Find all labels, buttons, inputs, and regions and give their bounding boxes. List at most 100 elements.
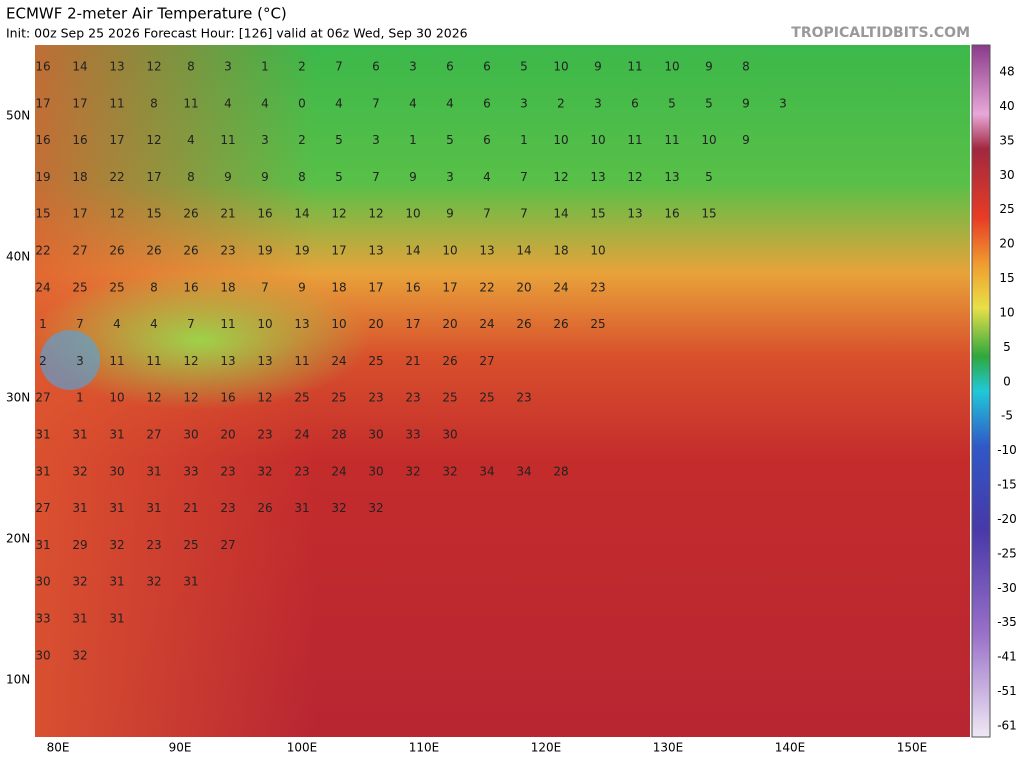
temperature-label: 1 — [261, 60, 269, 74]
temperature-label: 25 — [183, 538, 198, 552]
temperature-label: 18 — [331, 280, 346, 294]
temperature-label: 31 — [109, 575, 124, 589]
title: ECMWF 2-meter Air Temperature (°C) — [6, 5, 287, 23]
temperature-label: 16 — [220, 391, 235, 405]
temperature-label: 1 — [39, 317, 47, 331]
temperature-label: 3 — [446, 170, 454, 184]
lon-label: 150E — [897, 741, 928, 755]
temperature-label: 30 — [368, 464, 383, 478]
temperature-label: 32 — [368, 501, 383, 515]
temperature-label: 4 — [483, 170, 491, 184]
temperature-label: 24 — [331, 464, 346, 478]
temperature-label: 6 — [483, 60, 491, 74]
lon-label: 80E — [47, 741, 70, 755]
temperature-label: 26 — [257, 501, 272, 515]
temperature-label: 31 — [183, 575, 198, 589]
temperature-label: 19 — [35, 170, 50, 184]
temperature-label: 10 — [553, 60, 568, 74]
temperature-label: 1 — [409, 133, 417, 147]
temperature-label: 23 — [368, 391, 383, 405]
temperature-label: 14 — [516, 244, 531, 258]
temperature-label: 8 — [150, 96, 158, 110]
temperature-label: 12 — [146, 391, 161, 405]
colorbar-label: -41 — [997, 650, 1017, 664]
temperature-label: 10 — [664, 60, 679, 74]
temperature-label: 21 — [220, 207, 235, 221]
lat-label: 20N — [6, 532, 30, 546]
temperature-label: 10 — [109, 391, 124, 405]
temperature-label: 14 — [405, 244, 420, 258]
colorbar-label: 15 — [999, 271, 1014, 285]
temperature-label: 24 — [294, 428, 309, 442]
temperature-label: 24 — [35, 280, 50, 294]
temperature-label: 25 — [331, 391, 346, 405]
temperature-label: 9 — [261, 170, 269, 184]
temperature-label: 31 — [35, 464, 50, 478]
temperature-label: 16 — [35, 133, 50, 147]
temperature-label: 30 — [368, 428, 383, 442]
temperature-label: 15 — [701, 207, 716, 221]
temperature-label: 2 — [298, 60, 306, 74]
temperature-label: 9 — [446, 207, 454, 221]
temperature-label: 13 — [220, 354, 235, 368]
colorbar-label: -20 — [997, 512, 1017, 526]
temperature-label: 17 — [35, 96, 50, 110]
colorbar — [971, 44, 991, 738]
temperature-label: 2 — [298, 133, 306, 147]
temperature-label: 31 — [72, 612, 87, 626]
temperature-label: 7 — [187, 317, 195, 331]
temperature-label: 13 — [257, 354, 272, 368]
temperature-label: 11 — [220, 317, 235, 331]
temperature-label: 9 — [742, 96, 750, 110]
temperature-label: 12 — [146, 133, 161, 147]
colorbar-label: 48 — [999, 65, 1014, 79]
lon-label: 110E — [409, 741, 440, 755]
temperature-label: 3 — [224, 60, 232, 74]
temperature-label: 17 — [72, 207, 87, 221]
colorbar-label: -10 — [997, 443, 1017, 457]
temperature-label: 8 — [150, 280, 158, 294]
temperature-label: 20 — [220, 428, 235, 442]
temperature-label: 5 — [335, 133, 343, 147]
colorbar-label: -51 — [997, 684, 1017, 698]
temperature-label: 32 — [109, 538, 124, 552]
temperature-label: 17 — [368, 280, 383, 294]
temperature-label: 21 — [183, 501, 198, 515]
temperature-label: 6 — [372, 60, 380, 74]
temperature-label: 3 — [372, 133, 380, 147]
temperature-label: 34 — [479, 464, 494, 478]
temperature-label: 1 — [520, 133, 528, 147]
temperature-label: 24 — [553, 280, 568, 294]
temperature-label: 27 — [35, 391, 50, 405]
temperature-label: 16 — [35, 60, 50, 74]
temperature-label: 7 — [483, 207, 491, 221]
cold-spot — [40, 330, 100, 390]
temperature-label: 9 — [594, 60, 602, 74]
temperature-label: 27 — [220, 538, 235, 552]
temperature-label: 13 — [479, 244, 494, 258]
colorbar-label: 25 — [999, 202, 1014, 216]
temperature-label: 6 — [483, 133, 491, 147]
colorbar-label: -30 — [997, 581, 1017, 595]
temperature-label: 31 — [294, 501, 309, 515]
colorbar-label: -5 — [1001, 409, 1013, 423]
temperature-label: 27 — [72, 244, 87, 258]
temperature-label: 14 — [553, 207, 568, 221]
temperature-label: 24 — [479, 317, 494, 331]
temperature-label: 12 — [257, 391, 272, 405]
temperature-label: 13 — [627, 207, 642, 221]
temperature-label: 17 — [405, 317, 420, 331]
temperature-label: 22 — [35, 244, 50, 258]
temperature-label: 32 — [72, 464, 87, 478]
temperature-label: 31 — [109, 501, 124, 515]
colorbar-label: 40 — [999, 99, 1014, 113]
temperature-label: 33 — [35, 612, 50, 626]
temperature-label: 22 — [109, 170, 124, 184]
colorbar-label: -35 — [997, 615, 1017, 629]
temperature-label: 7 — [520, 170, 528, 184]
temperature-label: 13 — [109, 60, 124, 74]
temperature-label: 10 — [257, 317, 272, 331]
temperature-label: 16 — [405, 280, 420, 294]
